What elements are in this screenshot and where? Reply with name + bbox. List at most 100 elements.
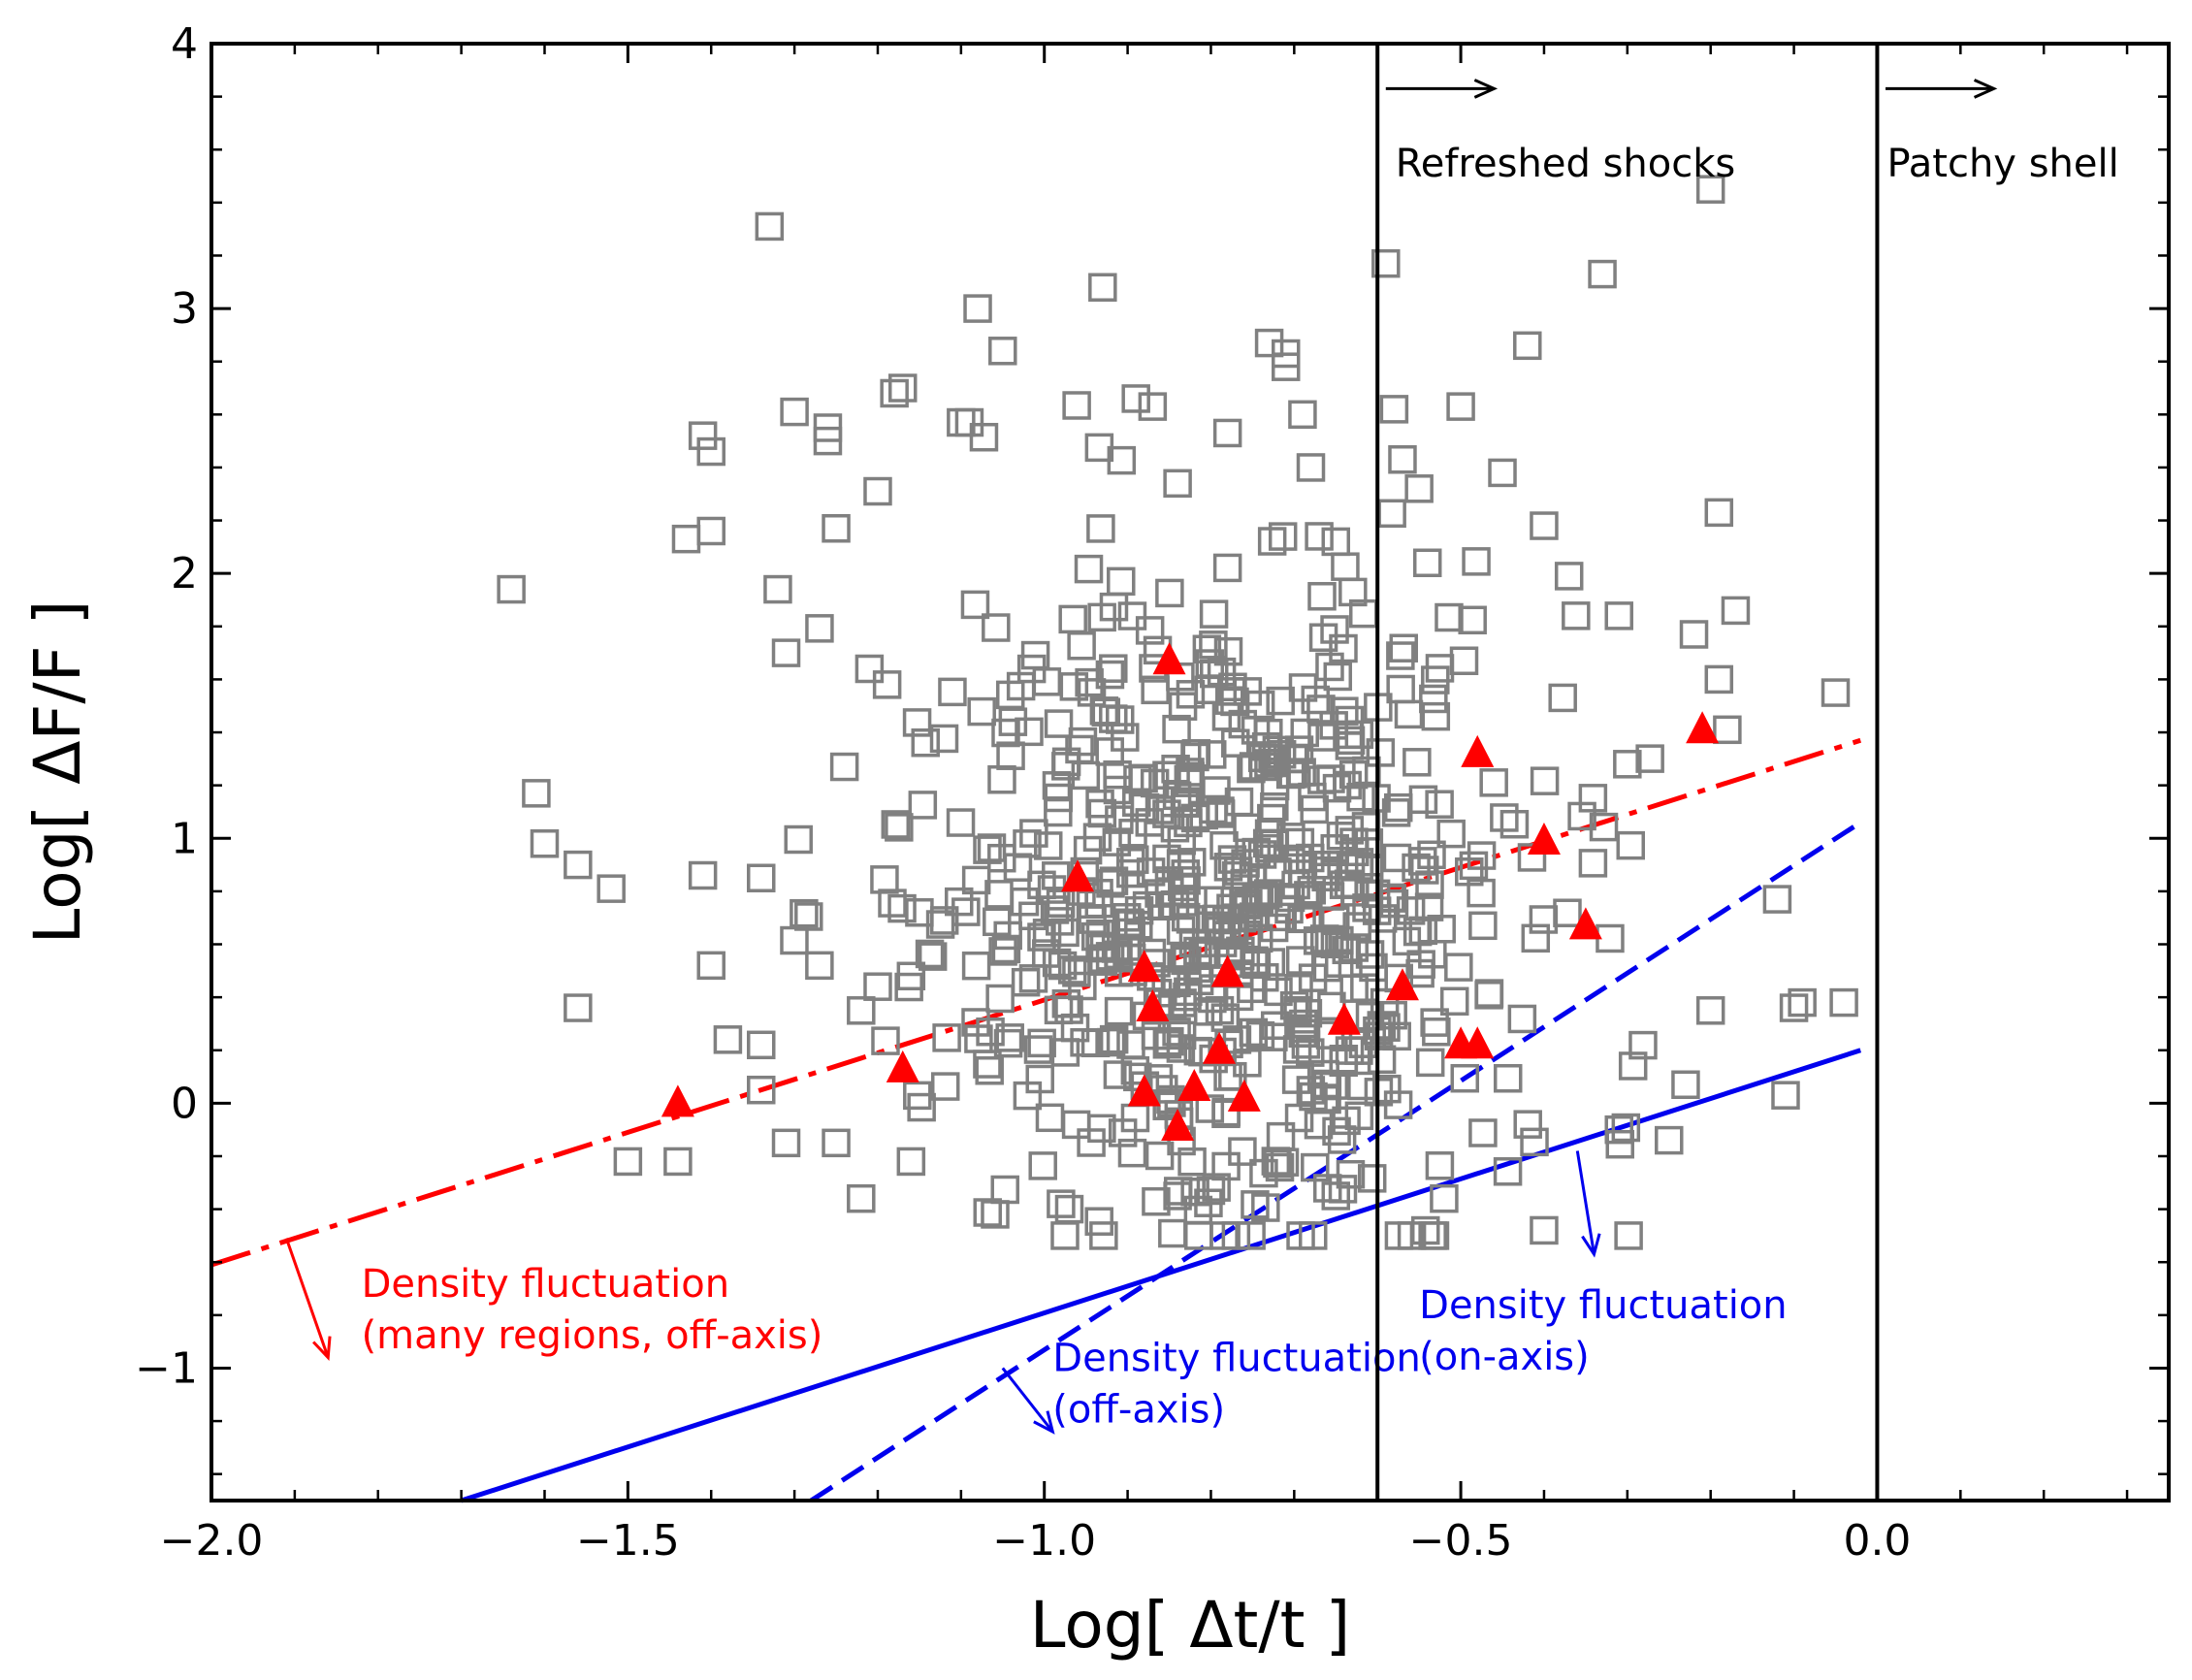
triangle-marker xyxy=(1210,954,1244,987)
line-label-text: (off-axis) xyxy=(1052,1388,1225,1433)
x-tick-label: 0.0 xyxy=(1843,1516,1911,1566)
square-marker xyxy=(1347,1071,1376,1101)
square-marker xyxy=(1272,352,1301,381)
square-marker xyxy=(1412,548,1442,578)
square-marker xyxy=(1507,1004,1537,1034)
square-marker xyxy=(596,874,626,903)
square-marker xyxy=(1104,940,1133,970)
square-marker xyxy=(1377,499,1406,529)
line-label-text: Density fluctuation xyxy=(1419,1283,1788,1328)
square-marker xyxy=(1228,709,1258,739)
square-marker xyxy=(1436,819,1466,849)
square-marker xyxy=(1118,819,1147,848)
line-1 xyxy=(809,820,1862,1503)
line-label-text: Density fluctuation xyxy=(362,1262,729,1307)
square-marker xyxy=(1288,1018,1318,1049)
square-marker xyxy=(1216,677,1246,706)
line-label-arrow-shaft xyxy=(1001,1367,1054,1433)
square-marker xyxy=(1388,445,1417,474)
square-marker xyxy=(1176,680,1206,709)
square-marker xyxy=(1121,384,1150,413)
square-marker xyxy=(1168,988,1197,1018)
square-marker xyxy=(1517,843,1547,872)
square-marker xyxy=(1199,974,1228,1003)
triangle-marker xyxy=(1686,711,1720,744)
square-marker xyxy=(1266,902,1296,932)
square-marker xyxy=(1321,527,1351,557)
triangle-marker xyxy=(1127,1074,1161,1107)
square-marker xyxy=(1315,1020,1345,1050)
square-marker xyxy=(1086,514,1115,543)
square-marker xyxy=(1530,1215,1559,1245)
square-marker xyxy=(985,984,1015,1014)
square-marker xyxy=(1107,445,1137,475)
square-marker xyxy=(907,1092,936,1122)
square-marker xyxy=(1152,799,1181,828)
square-marker xyxy=(963,294,992,323)
square-marker xyxy=(1354,855,1384,884)
square-marker xyxy=(1329,633,1358,663)
square-marker xyxy=(1331,552,1360,581)
y-tick-label: 2 xyxy=(171,549,198,598)
square-marker xyxy=(908,791,938,820)
square-marker xyxy=(1616,830,1646,860)
square-marker xyxy=(1444,953,1473,982)
triangle-marker xyxy=(1061,859,1095,892)
square-marker xyxy=(1047,1189,1076,1218)
square-marker xyxy=(1383,792,1413,823)
square-marker xyxy=(1671,1070,1700,1099)
square-marker xyxy=(967,696,996,727)
square-marker xyxy=(790,898,819,928)
square-marker xyxy=(1058,604,1087,634)
square-marker xyxy=(1410,856,1439,885)
square-marker xyxy=(1010,887,1040,917)
triangle-marker xyxy=(1127,950,1161,983)
square-markers xyxy=(497,175,1858,1250)
square-marker xyxy=(1077,678,1107,707)
square-marker xyxy=(1322,1116,1351,1147)
x-tick-label: −2.0 xyxy=(160,1516,264,1566)
square-marker xyxy=(822,514,851,543)
square-marker xyxy=(1450,1063,1480,1093)
square-marker xyxy=(1180,1178,1209,1207)
square-marker xyxy=(973,1198,1002,1227)
square-marker xyxy=(1212,553,1242,583)
square-marker xyxy=(1266,686,1295,716)
square-marker xyxy=(973,835,1002,864)
square-marker xyxy=(1059,672,1089,701)
square-marker xyxy=(805,614,834,643)
square-marker xyxy=(1332,935,1361,965)
square-marker xyxy=(1704,498,1734,528)
line-label-text: Density fluctuation xyxy=(1052,1337,1421,1381)
line-2 xyxy=(460,1048,1862,1503)
square-marker xyxy=(1138,392,1168,421)
square-marker xyxy=(1111,723,1140,752)
square-marker xyxy=(1342,912,1371,941)
square-marker xyxy=(1241,1190,1270,1219)
line-label-text: (many regions, off-axis) xyxy=(362,1313,823,1358)
square-marker xyxy=(1199,599,1229,629)
square-marker xyxy=(1256,948,1286,977)
square-marker xyxy=(1367,1045,1397,1075)
square-marker xyxy=(1171,859,1201,888)
square-marker xyxy=(1529,905,1559,934)
square-marker xyxy=(918,942,948,971)
square-marker xyxy=(1251,1193,1280,1222)
square-marker xyxy=(1589,812,1619,842)
square-marker xyxy=(755,211,785,242)
square-marker xyxy=(1386,674,1415,704)
square-marker xyxy=(1553,898,1582,927)
square-marker xyxy=(1135,808,1165,837)
square-marker xyxy=(1027,870,1056,900)
square-marker xyxy=(1635,744,1664,773)
square-marker xyxy=(1420,1221,1450,1250)
square-marker xyxy=(1379,395,1409,424)
square-marker xyxy=(1068,727,1098,757)
square-marker xyxy=(1042,948,1072,978)
square-marker xyxy=(1044,709,1074,738)
square-marker xyxy=(1117,1138,1147,1168)
plot-frame xyxy=(210,42,2171,1502)
square-marker xyxy=(995,1023,1024,1052)
square-marker xyxy=(1195,1094,1225,1123)
triangle-marker xyxy=(1161,1108,1195,1141)
